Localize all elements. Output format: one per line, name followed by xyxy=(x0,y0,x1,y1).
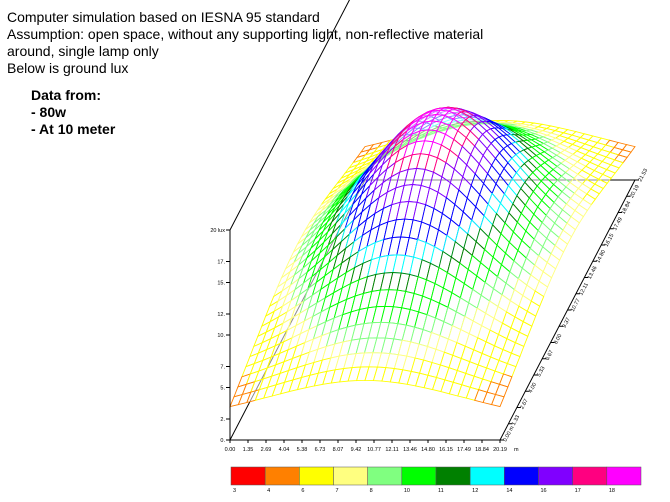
y-tick-label: 5.33 xyxy=(536,366,546,378)
x-tick-label: 4.04 xyxy=(279,447,290,453)
y-tick-label: 13.46 xyxy=(587,265,599,280)
chart-description: Computer simulation based on IESNA 95 st… xyxy=(7,9,483,77)
x-tick-label: 18.84 xyxy=(475,447,489,453)
legend-swatch xyxy=(469,466,505,486)
x-axis-unit: m xyxy=(514,447,519,453)
y-tick-label: 6.67 xyxy=(545,349,555,361)
y-tick-label: 4.00 xyxy=(528,382,538,394)
description-line-3: around, single lamp only xyxy=(7,43,159,59)
z-tick-label: 20 lux xyxy=(210,228,225,234)
x-tick-label: 5.38 xyxy=(297,447,308,453)
legend-label: 16 xyxy=(541,488,547,494)
data-source-title: Data from: xyxy=(31,87,102,103)
description-line-4: Below is ground lux xyxy=(7,60,129,76)
z-tick-label: 2. xyxy=(220,417,225,423)
y-tick-label: 0.00 m xyxy=(502,425,515,443)
x-tick-label: 2.69 xyxy=(261,447,272,453)
x-tick-label: 13.46 xyxy=(403,447,417,453)
y-tick-label: 18.84 xyxy=(621,200,633,215)
upper-reference-outline xyxy=(229,0,350,231)
legend-label: 4 xyxy=(267,488,270,494)
x-tick-label: 8.07 xyxy=(333,447,344,453)
y-tick-label: 20.19 xyxy=(629,184,641,199)
legend-label: 10 xyxy=(404,488,410,494)
z-tick-label: 7. xyxy=(220,365,225,371)
legend-label: 12 xyxy=(472,488,478,494)
legend-label: 3 xyxy=(233,488,236,494)
surface-cell xyxy=(490,393,505,408)
y-tick-label: 21.53 xyxy=(637,168,649,183)
y-tick-label: 14.80 xyxy=(595,249,607,264)
data-source-note: Data from: - 80w - At 10 meter xyxy=(31,87,115,138)
x-tick-label: 16.15 xyxy=(439,447,453,453)
z-tick-label: 0. xyxy=(220,438,225,444)
y-tick-label: 10.77 xyxy=(570,298,582,313)
data-source-height: - At 10 meter xyxy=(31,121,116,137)
x-tick-label: 20.19 xyxy=(493,447,507,453)
description-line-2: Assumption: open space, without any supp… xyxy=(7,26,484,42)
x-tick-label: 17.49 xyxy=(457,447,471,453)
legend-label: 7 xyxy=(336,488,339,494)
legend-swatch xyxy=(367,466,403,486)
legend-label: 11 xyxy=(438,488,444,494)
legend-swatch xyxy=(299,466,334,486)
lux-surface xyxy=(229,106,636,408)
legend-label: 14 xyxy=(506,488,512,494)
legend-swatch xyxy=(435,466,471,486)
z-tick-label: 5. xyxy=(220,386,225,392)
z-tick-label: 12. xyxy=(217,312,225,318)
legend-label: 8 xyxy=(370,488,373,494)
z-tick-label: 15. xyxy=(217,281,225,287)
y-tick-label: 16.15 xyxy=(604,233,616,248)
z-tick-label: 17. xyxy=(217,260,225,266)
x-tick-label: 1.35 xyxy=(243,447,254,453)
x-tick-label: 9.42 xyxy=(351,447,362,453)
legend-label: 18 xyxy=(609,488,615,494)
y-tick-label: 9.37 xyxy=(562,317,572,329)
y-tick-label: 12.11 xyxy=(578,282,590,297)
legend-swatch xyxy=(264,466,300,486)
legend-swatch xyxy=(230,466,266,486)
x-tick-label: 6.73 xyxy=(315,447,326,453)
y-tick-label: 17.49 xyxy=(612,217,624,232)
legend-swatch xyxy=(333,466,368,486)
description-line-1: Computer simulation based on IESNA 95 st… xyxy=(7,9,320,25)
legend-swatch xyxy=(606,466,642,486)
x-tick-label: 14.80 xyxy=(421,447,435,453)
x-tick-label: 0.00 xyxy=(225,447,236,453)
z-tick-label: 10. xyxy=(217,333,225,339)
y-tick-label: 1.33 xyxy=(511,414,521,426)
legend-swatch xyxy=(538,466,573,486)
color-scale-legend: 3 4 6 7 8 10 11 12 14 16 17 18 xyxy=(230,466,642,494)
x-tick-label: 12.11 xyxy=(385,447,398,453)
data-source-wattage: - 80w xyxy=(31,104,67,120)
x-tick-label: 10.77 xyxy=(367,447,381,453)
axes: 0. 2. 5. 7. 10. 12. 15. 17. 20 lux 0.00 1.35 2.69 4.… xyxy=(210,168,649,453)
legend-swatch xyxy=(572,466,608,486)
legend-swatch xyxy=(504,466,539,486)
y-tick-label: 8.00 xyxy=(553,333,563,345)
legend-label: 17 xyxy=(575,488,581,494)
legend-swatch xyxy=(401,466,437,486)
y-tick-label: 2.67 xyxy=(519,398,529,410)
legend-label: 6 xyxy=(301,488,304,494)
